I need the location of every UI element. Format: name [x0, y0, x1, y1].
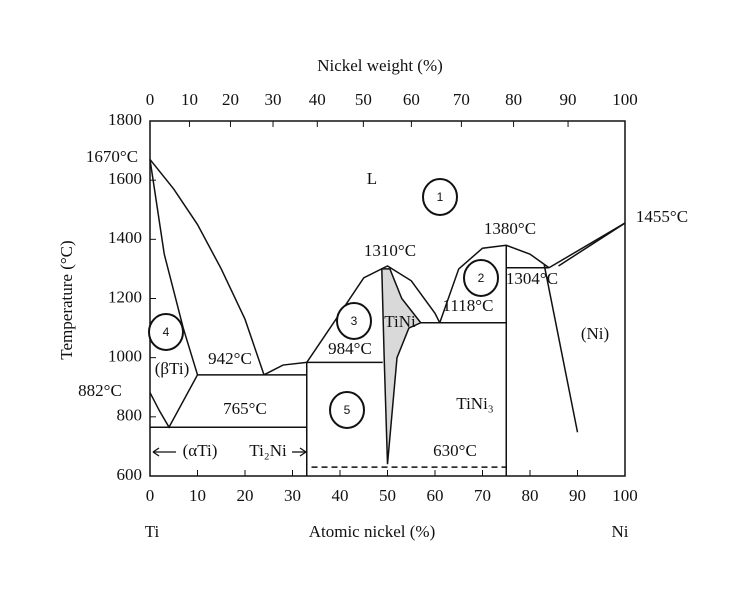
annotation: 630°C: [433, 441, 477, 460]
marker-label: 4: [163, 325, 170, 339]
y-tick-label: 1400: [108, 228, 142, 247]
x2-tick-label: 60: [403, 90, 420, 109]
annotation: 765°C: [223, 399, 267, 418]
x-tick-label: 0: [146, 486, 155, 505]
annotation: TiNi₃: [456, 394, 494, 413]
region-marker: 1: [422, 178, 458, 216]
y-tick-label: 1800: [108, 110, 142, 129]
arrows: [152, 447, 307, 457]
x-tick-label: 40: [332, 486, 349, 505]
x2-tick-label: 50: [355, 90, 372, 109]
x2-tick-label: 100: [612, 90, 638, 109]
x2-tick-label: 0: [146, 90, 155, 109]
phase-boundary: [439, 244, 550, 324]
x-tick-label: 90: [569, 486, 586, 505]
x-tick-label: 100: [612, 486, 638, 505]
x-tick-label: 80: [522, 486, 539, 505]
annotation: 1455°C: [636, 207, 688, 226]
marker-label: 2: [478, 271, 485, 285]
end-label: Ni: [612, 522, 629, 541]
top-axis-title: Nickel weight (%): [317, 56, 443, 75]
annotation: 1670°C: [86, 147, 138, 166]
marker-circle: [463, 259, 499, 297]
annotation: Ti₂Ni: [249, 441, 287, 460]
region-marker: 4: [148, 313, 184, 351]
y-tick-label: 600: [117, 465, 143, 484]
y-tick-label: 800: [117, 406, 143, 425]
x2-tick-label: 40: [309, 90, 326, 109]
x-tick-label: 20: [237, 486, 254, 505]
marker-circle: [329, 391, 365, 429]
end-label: Ti: [145, 522, 160, 541]
marker-circle: [148, 313, 184, 351]
x2-tick-label: 10: [181, 90, 198, 109]
y-tick-label: 1000: [108, 347, 142, 366]
annotation: 1380°C: [484, 219, 536, 238]
region-marker: 3: [336, 302, 372, 340]
region-marker: 2: [463, 259, 499, 297]
x2-tick-label: 20: [222, 90, 239, 109]
annotation: (Ni): [581, 324, 609, 343]
annotation: L: [367, 169, 377, 188]
region-marker: 5: [329, 391, 365, 429]
y-tick-label: 1600: [108, 169, 142, 188]
marker-circle: [336, 302, 372, 340]
annotation: 942°C: [208, 349, 252, 368]
annotation: 1118°C: [443, 296, 494, 315]
marker-circle: [422, 178, 458, 216]
x-tick-label: 50: [379, 486, 396, 505]
annotation: 984°C: [328, 339, 372, 358]
phase-boundary: [149, 159, 199, 376]
phase-boundary: [149, 374, 199, 429]
annotation: (βTi): [155, 359, 189, 378]
marker-label: 1: [437, 190, 444, 204]
x2-tick-label: 30: [265, 90, 282, 109]
x2-tick-label: 90: [560, 90, 577, 109]
x-tick-label: 70: [474, 486, 491, 505]
x-tick-label: 10: [189, 486, 206, 505]
phase-boundary: [558, 222, 626, 267]
x-tick-label: 60: [427, 486, 444, 505]
marker-label: 5: [344, 403, 351, 417]
y-tick-label: 1200: [108, 287, 142, 306]
x2-tick-label: 80: [505, 90, 522, 109]
annotation: 1304°C: [506, 269, 558, 288]
marker-label: 3: [351, 314, 358, 328]
phase-field: [381, 268, 422, 465]
phase-boundary: [149, 158, 265, 376]
x-tick-label: 30: [284, 486, 301, 505]
annotation: (αTi): [183, 441, 218, 460]
phase-boundary: [543, 264, 579, 433]
x-axis-title: Atomic nickel (%): [309, 522, 436, 541]
annotation: TiNi: [384, 312, 416, 331]
annotation: 1310°C: [364, 241, 416, 260]
x2-tick-label: 70: [453, 90, 470, 109]
annotation: 882°C: [78, 381, 122, 400]
y-axis-title: Temperature (°C): [57, 240, 76, 359]
phase-boundary: [263, 361, 307, 376]
